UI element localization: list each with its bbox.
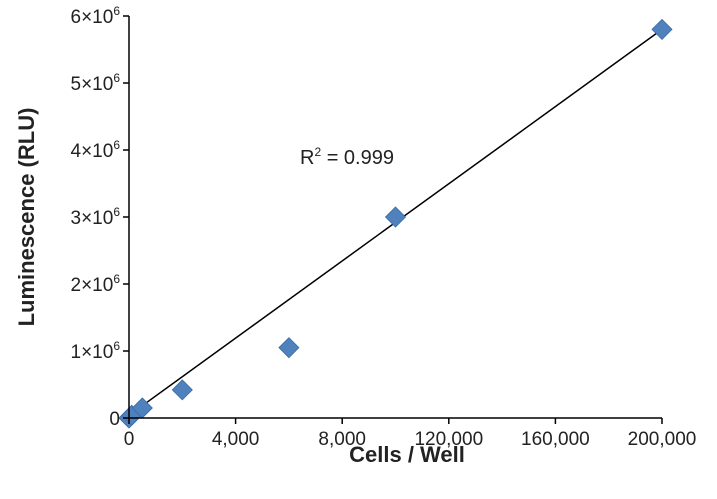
r-squared-annotation: R2 = 0.999 [300, 145, 394, 169]
x-tick-label: 4,000 [212, 429, 260, 450]
x-ticks: 0 4,000 8,000 120,000 160,000 200,000 [124, 418, 697, 450]
data-point [651, 18, 673, 40]
annotation-base: R [300, 147, 314, 169]
x-tick-label: 160,000 [521, 429, 590, 450]
y-tick-exponent: 6 [113, 339, 120, 353]
x-tick-label: 120,000 [414, 429, 483, 450]
annotation-exp: 2 [314, 145, 321, 159]
y-tick-exponent: 6 [113, 272, 120, 286]
data-point [278, 337, 300, 359]
x-axis-title: Cells / Well [349, 442, 465, 467]
y-tick-mantissa: 6×10 [71, 7, 114, 28]
x-tick-label: 0 [124, 429, 135, 450]
y-tick-mantissa: 3×10 [71, 208, 114, 229]
y-tick-label: 3×106 [71, 205, 121, 229]
y-tick-label: 4×106 [71, 138, 121, 162]
y-tick-exponent: 6 [113, 71, 120, 85]
y-tick-exponent: 6 [113, 138, 120, 152]
data-point [171, 379, 193, 401]
x-tick-label: 200,000 [628, 429, 697, 450]
annotation-value: = 0.999 [321, 147, 394, 169]
y-tick-mantissa: 5×10 [71, 74, 114, 95]
y-tick-mantissa: 4×10 [71, 141, 114, 162]
data-point [384, 206, 407, 228]
y-tick-label: 6×106 [71, 4, 121, 28]
y-tick-exponent: 6 [113, 205, 120, 219]
y-tick-label: 2×106 [71, 272, 121, 296]
y-tick-exponent: 6 [113, 4, 120, 18]
y-tick-label: 5×106 [71, 71, 121, 95]
x-tick-label: 8,000 [318, 429, 366, 450]
y-tick-label: 1×106 [71, 339, 121, 363]
y-tick-mantissa: 2×10 [71, 275, 114, 296]
y-tick-mantissa: 1×10 [71, 342, 114, 363]
y-axis-title: Luminescence (RLU) [14, 108, 39, 327]
data-points [118, 18, 673, 429]
y-tick-mantissa: 0 [109, 409, 120, 430]
y-tick-label: 0 [109, 409, 120, 430]
